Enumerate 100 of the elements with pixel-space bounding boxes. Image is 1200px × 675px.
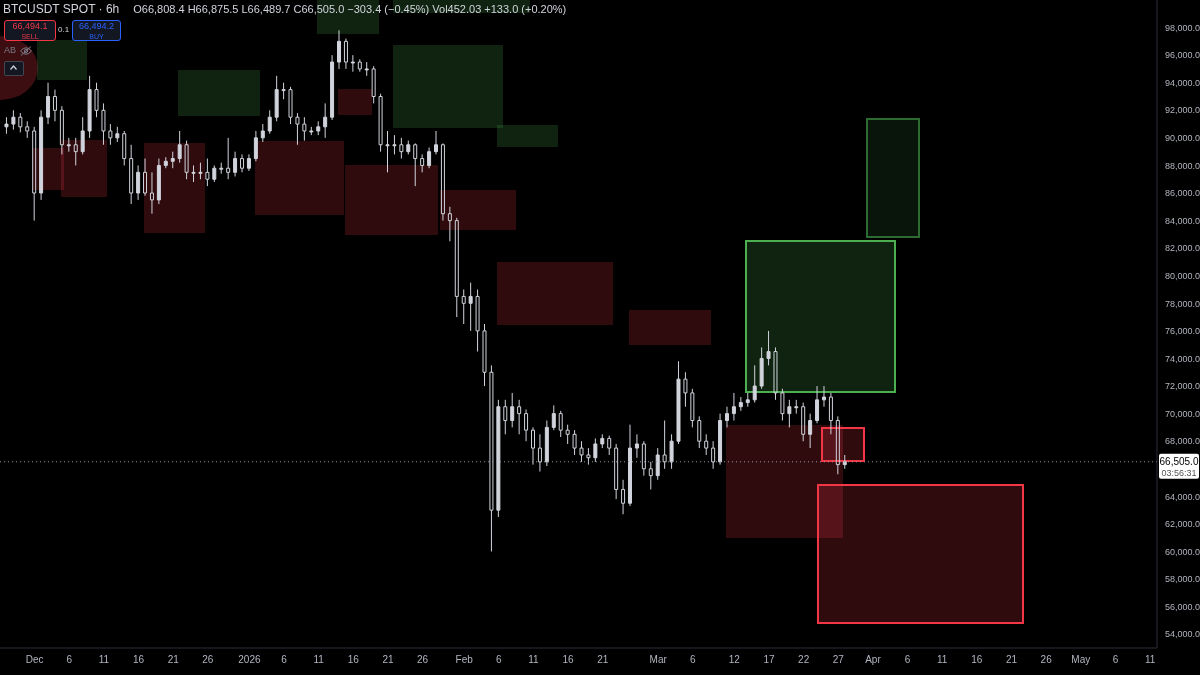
x-tick-label: 11 — [937, 654, 948, 666]
y-tick-label: 80,000.0 — [1165, 270, 1200, 281]
candlestick — [267, 109, 272, 135]
candlestick — [108, 123, 113, 146]
x-tick-label: 6 — [496, 654, 503, 666]
x-tick-label: Dec — [25, 654, 44, 666]
candlestick — [371, 65, 376, 104]
candlestick — [281, 82, 286, 100]
candlestick — [357, 58, 362, 73]
x-tick-label: 16 — [971, 654, 983, 666]
candlestick — [475, 289, 480, 353]
x-tick-label: 6 — [904, 654, 911, 666]
y-tick-label: 78,000.0 — [1165, 298, 1200, 309]
candlestick — [607, 435, 612, 456]
candlestick — [80, 116, 85, 155]
candlestick — [406, 140, 411, 155]
candlestick — [808, 413, 813, 449]
x-tick-label: 6 — [66, 654, 73, 666]
chart-subtitle: O66,808.4 H66,875.5 L66,489.7 C66,505.0 −303.4 (−0.45%) Vol452.03 +133.0 (+0.20%) — [133, 3, 567, 15]
x-tick-label: 17 — [763, 654, 776, 666]
annotation: 66,494.1 — [11, 21, 49, 31]
candlestick — [101, 102, 106, 146]
candlestick — [669, 433, 674, 470]
candlestick — [496, 399, 501, 518]
annotation: AB — [4, 45, 17, 55]
candlestick — [413, 142, 418, 187]
candlestick — [634, 433, 639, 459]
y-tick-label: 76,000.0 — [1165, 326, 1200, 337]
candlestick — [73, 137, 78, 166]
candlestick — [25, 120, 30, 139]
y-tick-label: 84,000.0 — [1165, 215, 1200, 226]
y-tick-label: 54,000.0 — [1165, 629, 1200, 640]
candlestick — [718, 413, 723, 466]
y-tick-label: 56,000.0 — [1165, 601, 1200, 612]
x-tick-label: 6 — [690, 654, 697, 666]
candlestick — [115, 126, 120, 143]
candlestick — [447, 206, 452, 242]
candlestick — [52, 89, 57, 122]
y-tick-label: 90,000.0 — [1165, 133, 1200, 144]
candlestick — [350, 54, 355, 73]
candlestick — [655, 447, 660, 481]
candlestick — [253, 130, 258, 162]
candlestick — [392, 134, 397, 155]
candlestick — [46, 82, 51, 125]
candlestick — [524, 408, 529, 442]
candlestick — [662, 420, 667, 470]
candlestick — [184, 140, 189, 180]
candlestick — [593, 437, 598, 463]
y-tick-label: 92,000.0 — [1165, 105, 1200, 116]
x-tick-label: 22 — [798, 654, 810, 666]
x-tick-label: Feb — [455, 654, 474, 666]
text: 03:56:31 — [1161, 467, 1197, 478]
candlestick — [32, 126, 37, 222]
candlestick — [731, 392, 736, 422]
candlestick — [233, 151, 238, 177]
candlestick — [420, 153, 425, 173]
candlestick — [766, 330, 771, 366]
ref-line-label: 66,505.0 — [1159, 455, 1199, 467]
candlestick — [427, 147, 432, 169]
candlestick — [461, 289, 466, 325]
candlestick — [711, 440, 716, 470]
candlestick — [724, 406, 729, 428]
candlestick — [177, 130, 182, 164]
x-tick-label: May — [1071, 654, 1091, 666]
candlestick — [454, 217, 459, 318]
candlestick — [66, 137, 71, 153]
x-tick-label: 6 — [1112, 654, 1119, 666]
x-tick-label: 11 — [1144, 654, 1156, 666]
candlestick — [288, 86, 293, 125]
candlestick — [828, 392, 833, 435]
candlestick — [226, 137, 231, 180]
candlestick — [337, 29, 342, 70]
candlestick — [295, 112, 300, 146]
candlestick — [440, 142, 445, 222]
candlestick — [815, 385, 820, 424]
candlestick — [801, 402, 806, 442]
candlestick — [94, 82, 99, 118]
y-tick-label: 86,000.0 — [1165, 188, 1200, 199]
candlestick — [170, 151, 175, 169]
candlestick — [704, 433, 709, 456]
x-tick-label: Mar — [649, 654, 668, 666]
candlestick — [302, 116, 307, 142]
candlestick — [773, 346, 778, 401]
candlestick — [614, 443, 619, 500]
candlestick — [835, 415, 840, 475]
candlestick — [39, 109, 44, 201]
candlestick — [621, 479, 626, 515]
y-tick-label: 60,000.0 — [1165, 546, 1200, 557]
candlestick — [544, 420, 549, 467]
candlestick — [565, 424, 570, 445]
candlestick — [572, 429, 577, 456]
x-tick-label: 26 — [1040, 654, 1053, 666]
annotation: 0.1 — [58, 25, 70, 34]
candlestick — [129, 144, 134, 205]
candlestick — [385, 130, 390, 173]
candlestick — [343, 38, 348, 70]
y-tick-label: 94,000.0 — [1165, 77, 1200, 88]
candlestick — [676, 360, 681, 445]
candlestick — [323, 102, 328, 139]
candlestick — [787, 399, 792, 428]
